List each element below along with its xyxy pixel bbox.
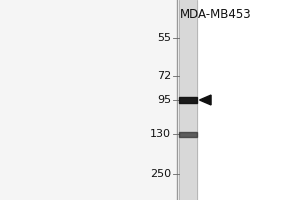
Bar <box>178 132 196 136</box>
Text: 72: 72 <box>157 71 171 81</box>
Bar <box>0 0 177 200</box>
Bar <box>178 0 196 200</box>
Text: 55: 55 <box>157 33 171 43</box>
Bar <box>178 97 196 103</box>
Text: 130: 130 <box>150 129 171 139</box>
Polygon shape <box>200 95 211 105</box>
Bar <box>177 0 300 200</box>
Text: 250: 250 <box>150 169 171 179</box>
Text: 95: 95 <box>157 95 171 105</box>
Text: MDA-MB453: MDA-MB453 <box>180 8 252 21</box>
